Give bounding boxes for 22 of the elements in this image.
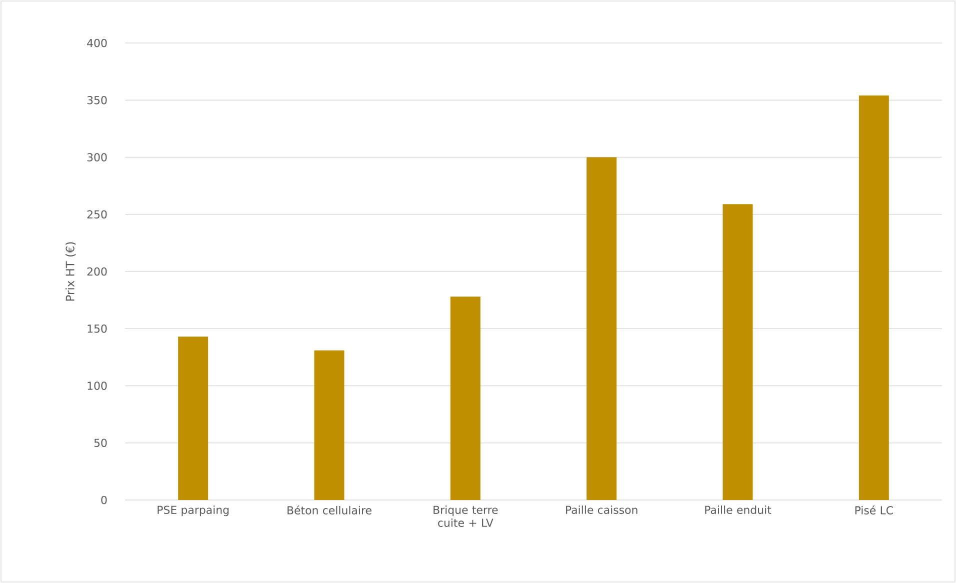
x-tick-label: Paille enduit [705,506,772,514]
y-tick-label: 200 [87,267,107,276]
x-tick-label: Paille caisson [566,506,638,514]
bar [586,157,617,500]
y-tick-label: 250 [87,210,107,219]
x-tick-label: Pisé LC [855,506,893,514]
y-tick-label: 150 [88,324,107,333]
bar [178,336,208,500]
bar [858,96,889,500]
y-axis-title: Prix HT (€) [66,242,76,301]
bar [450,296,480,500]
y-tick-label: 400 [87,38,107,48]
y-tick-label: 350 [87,96,107,104]
y-tick-label: 50 [94,438,107,448]
x-tick-label: PSE parpaing [158,506,229,516]
y-tick-label: 100 [88,382,107,390]
y-tick-label: 300 [87,153,107,162]
x-tick-label: Béton cellulaire [288,506,372,514]
y-tick-label: 0 [101,496,107,504]
x-tick-label: Brique terre cuite + LV [434,506,498,527]
bar [722,204,753,500]
bar [314,350,344,500]
